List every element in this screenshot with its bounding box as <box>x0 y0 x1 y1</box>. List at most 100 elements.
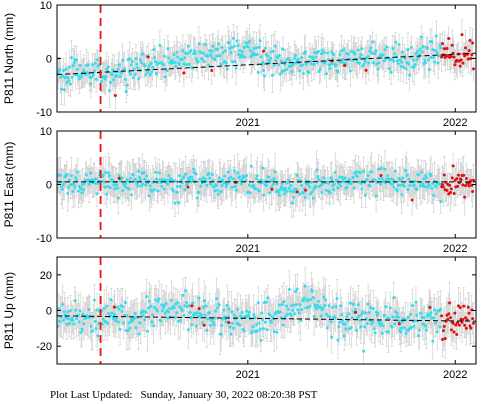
data-point <box>216 42 220 46</box>
data-point <box>360 47 364 51</box>
rapid-point <box>442 47 446 51</box>
data-point <box>147 194 151 198</box>
data-point <box>307 70 311 74</box>
data-point <box>261 60 265 64</box>
data-point <box>263 46 267 50</box>
data-point <box>382 59 386 63</box>
data-point <box>383 48 387 52</box>
data-point <box>234 188 238 192</box>
data-point <box>162 187 166 191</box>
rapid-point <box>463 54 467 58</box>
data-point <box>90 75 94 79</box>
data-point <box>93 61 97 65</box>
data-point <box>80 191 84 195</box>
data-point <box>358 55 362 59</box>
data-point <box>238 175 242 179</box>
data-point <box>391 47 395 51</box>
x-tick-label: 2022 <box>443 117 467 129</box>
data-point <box>131 173 135 177</box>
data-point <box>236 171 240 175</box>
data-point <box>371 40 375 44</box>
data-point <box>234 66 238 70</box>
data-point <box>201 51 205 55</box>
data-point <box>362 170 366 174</box>
data-point <box>289 64 293 68</box>
data-point <box>347 52 351 56</box>
data-point <box>293 53 297 57</box>
rapid-point <box>450 176 454 180</box>
data-point <box>101 173 105 177</box>
data-point <box>262 69 266 73</box>
data-point <box>324 72 328 76</box>
data-point <box>399 64 403 68</box>
data-point <box>175 50 179 54</box>
data-point <box>154 177 158 181</box>
data-point <box>60 188 64 192</box>
data-point <box>92 69 96 73</box>
rapid-point <box>459 178 463 182</box>
data-point <box>143 64 147 68</box>
data-point <box>186 44 190 48</box>
data-point <box>240 49 244 53</box>
data-point <box>378 177 382 181</box>
data-point <box>225 67 229 71</box>
data-point <box>254 177 258 181</box>
data-point <box>311 196 315 200</box>
rapid-point <box>379 174 383 178</box>
data-point <box>268 60 272 64</box>
data-point <box>193 51 197 55</box>
data-point <box>165 179 169 183</box>
data-point <box>123 182 127 186</box>
data-point <box>233 184 237 188</box>
data-point <box>316 49 320 53</box>
data-point <box>363 59 367 63</box>
data-point <box>58 67 62 71</box>
data-point <box>354 170 358 174</box>
data-point <box>343 176 347 180</box>
data-point <box>184 172 188 176</box>
rapid-point <box>455 177 459 181</box>
data-point <box>270 185 274 189</box>
data-point <box>259 178 263 182</box>
data-point <box>294 187 298 191</box>
data-point <box>158 43 162 47</box>
data-point <box>183 188 187 192</box>
panel-north: -10 0 10 2021 2022 P811 North (mm) <box>2 0 477 129</box>
data-point <box>185 52 189 56</box>
data-point <box>91 73 95 77</box>
data-point <box>411 58 415 62</box>
data-point <box>67 79 71 83</box>
data-point <box>308 55 312 59</box>
data-point <box>412 65 416 69</box>
panel-east: -10 0 10 2021 2022 P811 East (mm) <box>2 126 477 255</box>
data-point <box>213 189 217 193</box>
data-point <box>223 174 227 178</box>
data-point <box>355 174 359 178</box>
data-point <box>336 186 340 190</box>
data-point <box>105 67 109 71</box>
data-point <box>77 77 81 81</box>
data-point <box>421 182 425 186</box>
data-point <box>438 182 442 186</box>
data-point <box>255 174 259 178</box>
data-point <box>309 192 313 196</box>
data-point <box>290 70 294 74</box>
data-point <box>83 181 87 185</box>
data-point <box>122 67 126 71</box>
data-point <box>435 51 439 55</box>
data-point <box>110 73 114 77</box>
data-point <box>427 184 431 188</box>
data-point <box>231 177 235 181</box>
data-point <box>162 54 166 58</box>
data-point <box>231 185 235 189</box>
data-point <box>173 60 177 64</box>
data-point <box>352 186 356 190</box>
data-point <box>311 57 315 61</box>
data-point <box>172 53 176 57</box>
data-point <box>342 180 346 184</box>
data-point <box>407 177 411 181</box>
data-point <box>350 180 354 184</box>
data-point <box>398 58 402 62</box>
data-point <box>379 166 383 170</box>
data-point <box>282 69 286 73</box>
